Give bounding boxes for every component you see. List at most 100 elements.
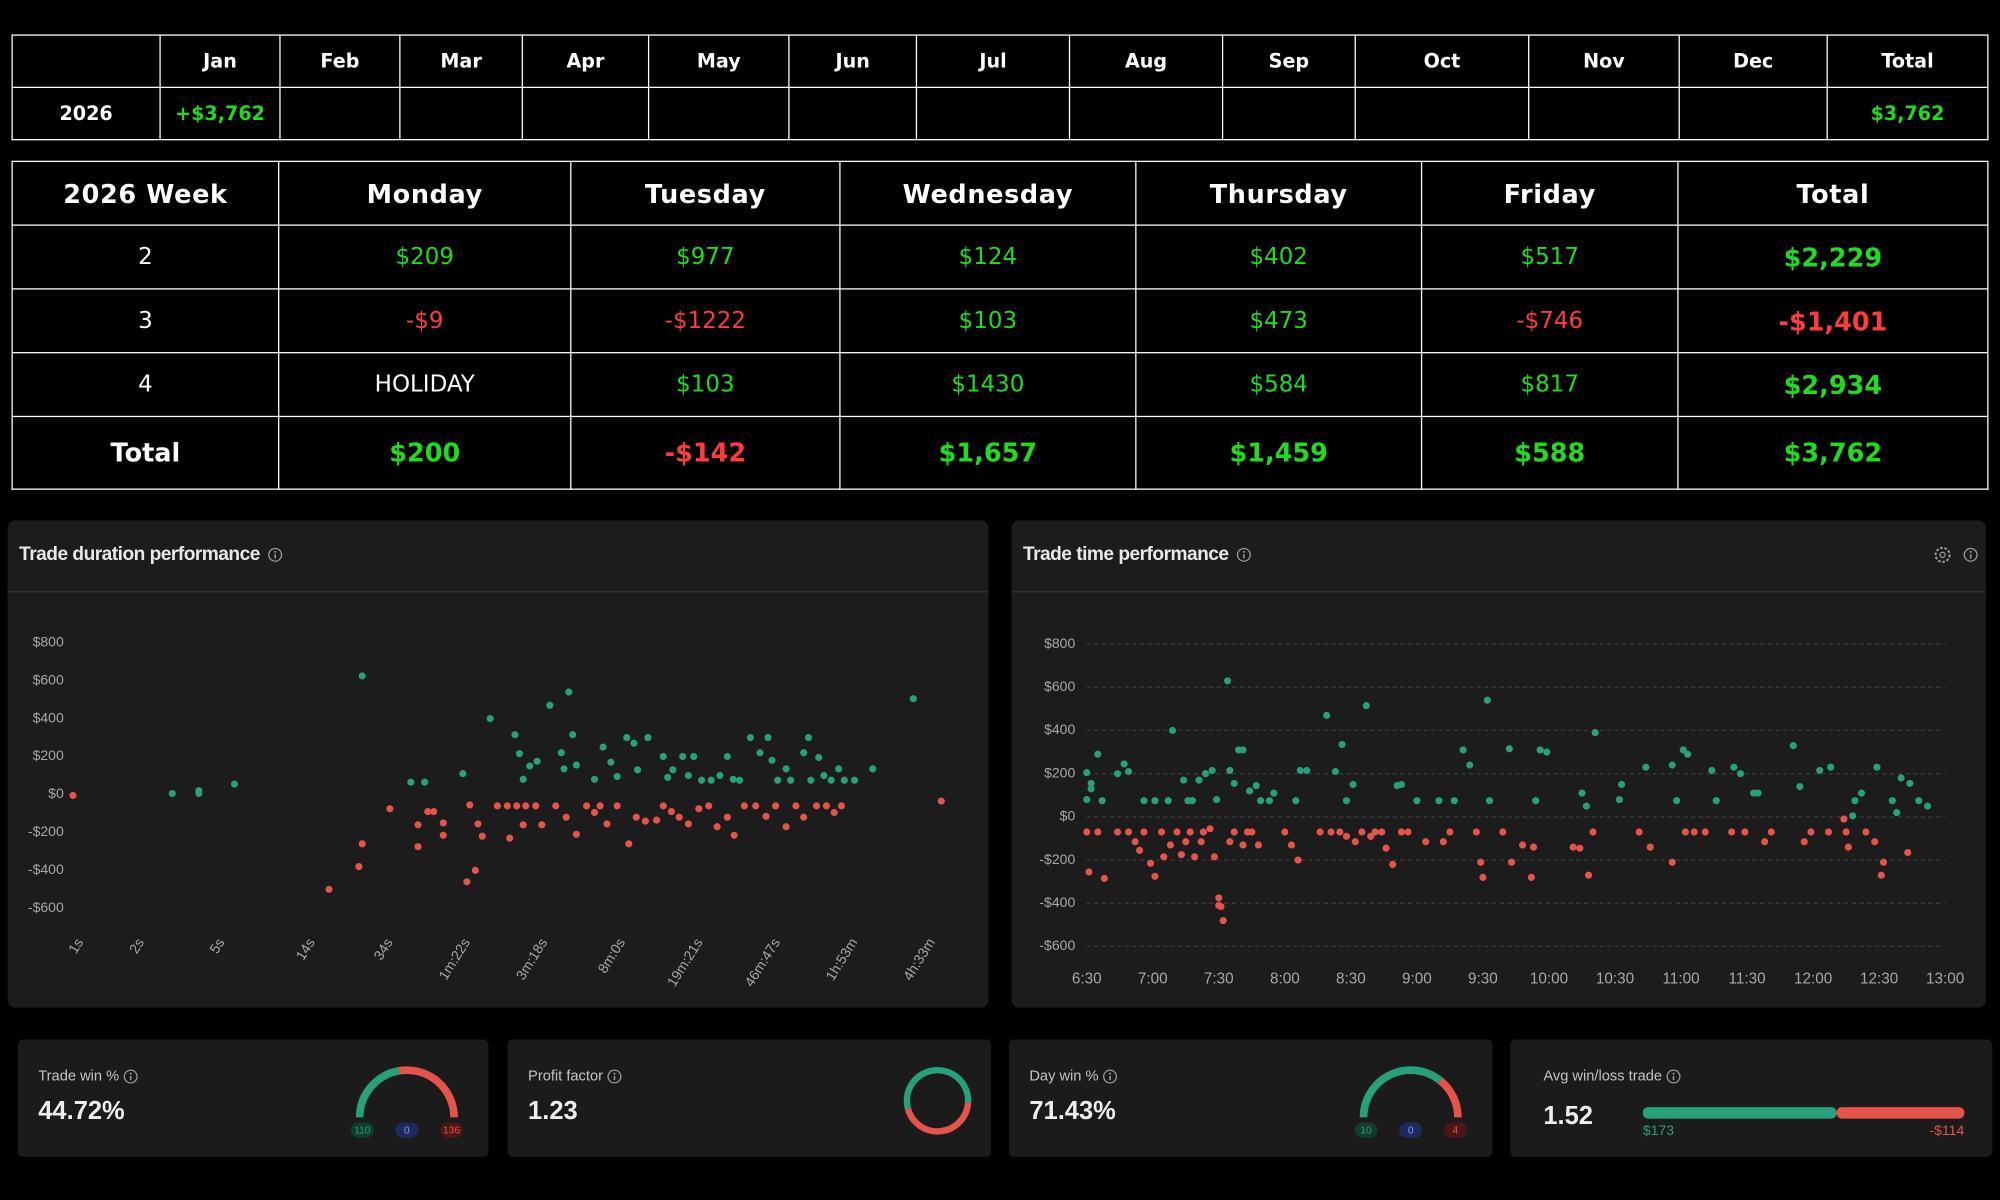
trade-point xyxy=(695,805,703,813)
trade-point xyxy=(1208,766,1216,775)
monthly-table: Jan Feb Mar Apr May Jun Jul Aug Sep Oct Nov Dec Tota… xyxy=(11,34,1989,141)
x-tick-label: 5s xyxy=(206,935,227,956)
y-tick-label: $800 xyxy=(33,633,64,649)
trade-point xyxy=(736,776,744,784)
trade-point xyxy=(590,808,599,817)
x-tick-label: 9:00 xyxy=(1402,971,1432,988)
trade-point xyxy=(1180,776,1188,784)
trade-point xyxy=(1197,838,1205,846)
info-dot xyxy=(1109,1072,1112,1075)
trade-point xyxy=(782,823,790,831)
trade-point xyxy=(827,776,835,784)
trade-point xyxy=(1439,838,1447,846)
count-badge xyxy=(1399,1122,1423,1138)
trade-point xyxy=(424,807,432,816)
trade-point xyxy=(772,802,780,810)
month-cell: $3,762 xyxy=(1826,86,1989,141)
trade-point xyxy=(822,802,830,810)
x-tick-label: 10:00 xyxy=(1530,971,1568,988)
count-badge xyxy=(350,1122,374,1138)
trade-point xyxy=(590,775,599,783)
month-header: Aug xyxy=(1068,34,1224,89)
trade-point xyxy=(1287,841,1296,849)
y-tick-label: $600 xyxy=(1044,678,1075,694)
trade-point xyxy=(1800,838,1808,846)
pnl-cell: $402 xyxy=(1135,224,1423,290)
trade-point xyxy=(1239,841,1247,849)
pnl-cell: $817 xyxy=(1420,352,1679,418)
x-tick-label: 7:00 xyxy=(1138,971,1168,988)
trade-point xyxy=(1239,746,1247,754)
trade-point xyxy=(837,802,846,810)
trade-point xyxy=(478,832,486,840)
trade-point xyxy=(1226,766,1234,775)
trade-point xyxy=(1219,917,1227,925)
pnl-cell: $517 xyxy=(1420,224,1679,290)
trade-point xyxy=(1094,828,1102,836)
pnl-cell: -$9 xyxy=(278,288,572,354)
trade-point xyxy=(613,802,621,810)
x-tick-label: 8:00 xyxy=(1270,971,1300,988)
trade-point xyxy=(746,733,754,742)
trade-point xyxy=(1120,760,1128,768)
gauge-losses xyxy=(1437,1077,1462,1118)
month-header: Oct xyxy=(1354,34,1530,89)
pnl-cell: $2,229 xyxy=(1677,224,1989,290)
trade-point xyxy=(168,789,176,798)
trade-point xyxy=(1736,770,1745,778)
trade-point xyxy=(1397,828,1406,836)
trade-point xyxy=(623,733,631,742)
trade-point xyxy=(1923,802,1932,810)
x-tick-label: 8:30 xyxy=(1336,971,1366,988)
trade-point xyxy=(1113,770,1122,778)
day-header: 2026 Week xyxy=(11,160,280,226)
trade-point xyxy=(820,771,828,780)
trade-point xyxy=(1472,828,1480,836)
pnl-cell: $1,657 xyxy=(839,415,1137,490)
trade-point xyxy=(414,821,422,829)
pnl-cell: $1430 xyxy=(839,352,1137,418)
trade-point xyxy=(1182,838,1190,846)
trade-point xyxy=(569,731,577,739)
trade-point xyxy=(653,816,661,824)
trade-point xyxy=(560,765,568,773)
trade-point xyxy=(1642,763,1650,771)
year-label: 2026 xyxy=(11,86,161,141)
trade-point xyxy=(1397,780,1406,789)
trade-point xyxy=(684,771,692,780)
trade-point xyxy=(850,776,859,784)
avg-win-label: $173 xyxy=(1643,1122,1674,1138)
y-tick-label: -$200 xyxy=(28,823,64,839)
info-icon xyxy=(1666,1069,1681,1084)
trade-point xyxy=(1323,711,1331,719)
trade-point xyxy=(713,823,721,831)
trade-point xyxy=(1169,726,1177,735)
trade-point xyxy=(669,766,677,774)
trade-point xyxy=(707,776,715,784)
month-cell xyxy=(279,86,401,141)
trade-point xyxy=(1569,843,1577,851)
trade-point xyxy=(466,801,474,809)
trade-point xyxy=(1589,828,1597,836)
trade-point xyxy=(1741,828,1749,836)
trade-point xyxy=(1160,853,1168,861)
trade-point xyxy=(599,743,607,751)
trade-point xyxy=(804,733,813,742)
info-icon xyxy=(1103,1069,1118,1084)
trade-point xyxy=(937,797,945,805)
y-tick-label: $200 xyxy=(33,747,64,763)
trade-point xyxy=(1085,868,1093,876)
trade-point xyxy=(1728,828,1736,836)
trade-point xyxy=(1338,740,1346,749)
trade-point xyxy=(716,771,724,780)
trade-point xyxy=(1668,858,1676,866)
trade-point xyxy=(1281,828,1289,836)
header-row: Jan Feb Mar Apr May Jun Jul Aug Sep Oct Nov Dec Tota… xyxy=(11,34,1989,89)
month-cell xyxy=(1528,86,1680,141)
trade-point xyxy=(546,701,554,709)
trade-point xyxy=(1673,797,1681,805)
trade-point xyxy=(1173,828,1181,836)
trade-point xyxy=(690,752,698,761)
trade-point xyxy=(1857,789,1866,797)
